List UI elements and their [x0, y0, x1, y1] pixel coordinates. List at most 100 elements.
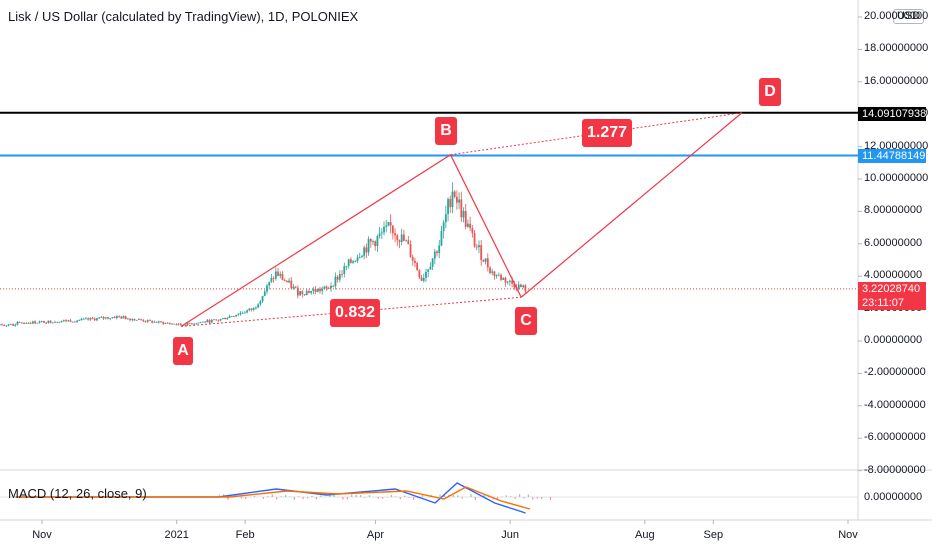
candle-body — [34, 321, 37, 324]
candle-body — [508, 280, 511, 282]
candle-body — [455, 196, 458, 203]
candle-body — [224, 317, 226, 320]
macd-histogram-bar — [271, 494, 273, 497]
candle-body — [217, 319, 220, 321]
price-badge-lower-line: 11.44788149 — [858, 149, 926, 163]
candle-body — [495, 275, 498, 277]
ratio-label-cd[interactable]: 1.277 — [582, 119, 632, 147]
candle-body — [219, 319, 222, 321]
candle-body — [336, 276, 339, 280]
point-label-c[interactable]: C — [515, 307, 537, 335]
candle-body — [120, 316, 123, 319]
candle-body — [449, 199, 452, 208]
candle-body — [47, 320, 50, 324]
candle-body — [407, 240, 410, 245]
candle-body — [383, 226, 385, 233]
macd-histogram-bar — [443, 494, 446, 497]
y-tick-label: 8.00000000 — [864, 204, 923, 217]
macd-histogram-bar — [421, 494, 424, 497]
x-tick-label: 2021 — [164, 529, 189, 541]
candle-body — [511, 280, 513, 284]
candle-body — [473, 233, 476, 247]
point-label-d[interactable]: D — [759, 78, 781, 106]
candle-body — [133, 319, 136, 321]
point-label-a[interactable]: A — [173, 337, 193, 365]
candle-body — [299, 291, 302, 296]
candle-body — [270, 277, 273, 282]
macd-histogram-bar — [218, 494, 220, 497]
candle-body — [93, 318, 96, 321]
macd-histogram-bar — [461, 497, 463, 499]
candle-body — [263, 291, 266, 296]
y-tick-label: 20.00000000 — [864, 10, 929, 22]
macd-histogram-bar — [474, 497, 477, 500]
candle-body — [221, 317, 224, 320]
candle-body — [58, 322, 61, 323]
candle-body — [464, 210, 467, 227]
point-label-b[interactable]: B — [435, 117, 457, 145]
candle-body — [186, 322, 189, 326]
candle-body — [524, 285, 527, 292]
candle-body — [202, 321, 204, 323]
macd-histogram-bar — [276, 497, 278, 500]
candle-body — [244, 312, 246, 314]
pattern-leg-cd — [520, 112, 743, 298]
candle-body — [60, 321, 63, 323]
candle-body — [356, 257, 359, 262]
x-tick-label: Sep — [703, 529, 724, 541]
candle-body — [442, 222, 445, 232]
macd-histogram-bar — [253, 496, 256, 497]
candle-body — [162, 322, 165, 324]
candle-body — [281, 273, 284, 280]
candle-body — [394, 233, 396, 236]
candle-body — [135, 319, 138, 321]
candle-body — [87, 318, 90, 320]
candle-body — [475, 246, 478, 248]
candle-body — [206, 320, 209, 323]
candle-body — [228, 316, 231, 318]
candle-body — [102, 317, 105, 319]
x-tick-label: Feb — [235, 529, 255, 541]
candle-body — [378, 233, 381, 236]
candle-body — [372, 241, 374, 243]
candle-body — [506, 281, 509, 283]
price-badge-upper-line: 14.09107938 — [858, 107, 926, 121]
candle-body — [486, 258, 489, 268]
candle-body — [146, 319, 149, 322]
macd-histogram-bar — [395, 496, 397, 497]
macd-histogram-bar — [496, 497, 499, 500]
candle-body — [12, 324, 14, 326]
candle-body — [25, 323, 28, 324]
candle-body — [184, 324, 187, 326]
candle-body — [376, 235, 379, 247]
currency-chip[interactable]: USD — [893, 9, 925, 24]
candle-body — [138, 319, 140, 321]
macd-histogram-bar — [505, 495, 507, 497]
ratio-label-bc[interactable]: 0.832 — [330, 299, 380, 327]
candle-body — [0, 324, 1, 326]
candle-body — [199, 322, 202, 324]
candle-body — [98, 317, 101, 319]
candle-body — [343, 266, 346, 275]
candle-body — [89, 318, 92, 320]
candle-body — [126, 318, 129, 320]
candle-body — [73, 321, 76, 323]
candle-body — [151, 320, 154, 323]
candle-body — [9, 324, 12, 325]
candle-body — [80, 318, 83, 321]
candle-body — [316, 288, 319, 292]
candle-body — [504, 277, 507, 283]
macd-histogram-bar — [293, 497, 295, 500]
y-tick-label: 16.00000000 — [864, 74, 929, 87]
candle-body — [51, 322, 54, 324]
macd-histogram-bar — [483, 494, 485, 497]
candle-body — [433, 251, 436, 259]
candle-body — [45, 322, 48, 324]
candle-body — [274, 271, 277, 279]
macd-histogram-bar — [311, 495, 313, 497]
candle-body — [347, 259, 350, 267]
macd-histogram-bar — [404, 495, 406, 497]
pattern-ratio-line-bd — [450, 112, 743, 156]
candle-body — [288, 280, 290, 283]
